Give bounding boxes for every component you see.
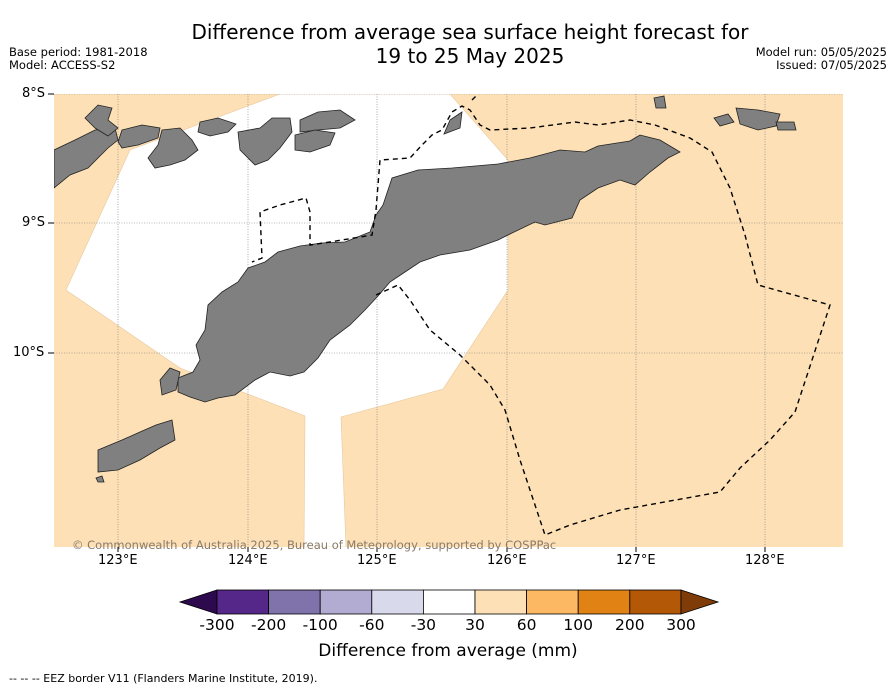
- base-period: Base period: 1981-2018: [9, 45, 148, 59]
- colorbar-swatch-3: [319, 589, 373, 615]
- lakor-island: [735, 107, 781, 131]
- eez-footnote: -- -- -- EEZ border V11 (Flanders Marine…: [9, 672, 318, 685]
- eez-line-north: [471, 94, 479, 101]
- colorbar-label: -60: [359, 616, 385, 634]
- colorbar-label: -100: [302, 616, 338, 634]
- colorbar-title: Difference from average (mm): [318, 641, 578, 661]
- flores-east-island: [54, 127, 119, 189]
- tick-marks: [48, 93, 766, 552]
- colorbar-swatch-7: [526, 589, 579, 615]
- colorbar-swatch-5: [422, 589, 476, 615]
- moa-island: [713, 113, 735, 127]
- colorbar-swatch-8: [577, 589, 631, 615]
- model-name: Model: ACCESS-S2: [9, 58, 116, 72]
- lon-label-128: 128°E: [745, 553, 785, 568]
- title-line-2: 19 to 25 May 2025: [375, 44, 565, 68]
- copyright-notice: © Commonwealth of Australia 2025, Bureau…: [72, 538, 557, 552]
- eez-border: [251, 94, 831, 536]
- model-run: Model run: 05/05/2025: [755, 45, 887, 59]
- eez-line-south: [251, 105, 831, 536]
- lon-label-126: 126°E: [487, 553, 527, 568]
- colorbar-swatch-4: [371, 589, 424, 615]
- atauro-island: [299, 109, 356, 133]
- wetar-island: [197, 117, 237, 137]
- island-small-5: [95, 475, 105, 483]
- island-small-3: [294, 129, 336, 153]
- colorbar-label: -30: [410, 616, 437, 634]
- map-area: [54, 94, 843, 547]
- lat-label-10: 10°S: [13, 345, 45, 360]
- issued-date: Issued: 07/05/2025: [776, 58, 887, 72]
- colorbar-label: 200: [615, 616, 645, 634]
- colorbar-swatch-2: [268, 589, 321, 615]
- timor-island: [177, 134, 681, 403]
- colorbar-extend-low: [178, 589, 218, 615]
- colorbar-swatch-1: [216, 589, 269, 615]
- colorbar: [178, 589, 720, 615]
- lon-label-125: 125°E: [357, 553, 397, 568]
- colorbar-label: 30: [465, 616, 485, 634]
- meta-left: Base period: 1981-2018 Model: ACCESS-S2: [9, 46, 148, 72]
- kisar-island: [443, 111, 463, 135]
- colorbar-label: -300: [199, 616, 235, 634]
- land: [54, 95, 797, 483]
- colorbar-extend-high: [680, 589, 720, 615]
- alor-island: [117, 124, 161, 149]
- island-small-4: [775, 121, 797, 131]
- colorbar-swatch-6: [474, 589, 527, 615]
- lat-label-8: 8°S: [22, 86, 46, 101]
- colorbar-label: 300: [666, 616, 696, 634]
- wetar-east-island: [237, 117, 293, 166]
- colorbar-label: 60: [516, 616, 537, 634]
- colorbar-label: 100: [563, 616, 593, 634]
- colorbar-swatch-9: [629, 589, 682, 615]
- sumba-island: [97, 419, 176, 473]
- colorbar-label: -200: [251, 616, 287, 634]
- island-small-2: [147, 127, 199, 169]
- lon-label-124: 124°E: [228, 553, 268, 568]
- chart-title: Difference from average sea surface heig…: [170, 20, 770, 68]
- title-line-1: Difference from average sea surface heig…: [191, 20, 749, 44]
- meta-right: Model run: 05/05/2025 Issued: 07/05/2025: [756, 46, 887, 72]
- lon-label-123: 123°E: [98, 553, 138, 568]
- leti-island: [653, 95, 667, 109]
- savu-island: [159, 367, 181, 396]
- lon-label-127: 127°E: [616, 553, 656, 568]
- island-small-1: [84, 104, 119, 137]
- lat-label-9: 9°S: [22, 215, 46, 230]
